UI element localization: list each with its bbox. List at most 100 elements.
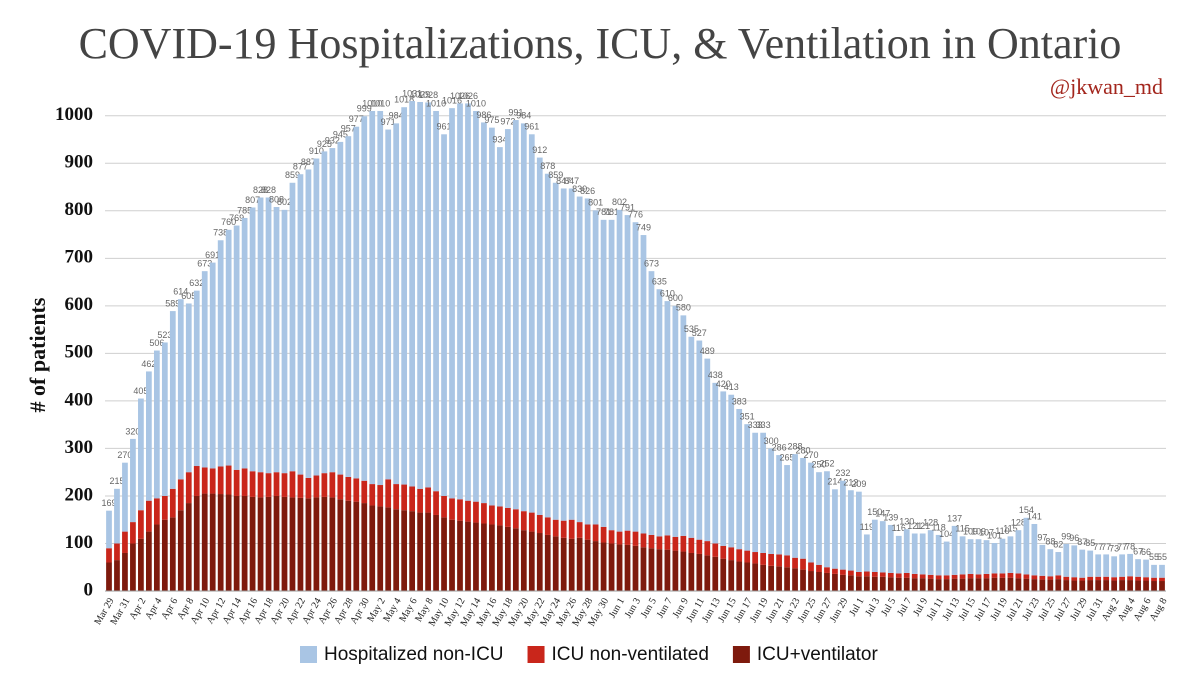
bar-segment bbox=[640, 533, 647, 548]
bar-segment bbox=[1023, 578, 1030, 591]
value-label: 104 bbox=[939, 529, 954, 539]
value-label: 73 bbox=[1109, 544, 1119, 554]
x-tick-label: Jul 5 bbox=[879, 596, 898, 618]
bar-segment bbox=[927, 578, 934, 591]
value-label: 614 bbox=[173, 287, 188, 297]
bar-segment bbox=[473, 111, 479, 502]
bar-segment bbox=[369, 111, 376, 485]
bar-segment bbox=[959, 574, 966, 579]
bar-segment bbox=[1135, 580, 1141, 591]
bar-segment bbox=[935, 579, 942, 591]
value-label: 270 bbox=[803, 450, 818, 460]
bar-segment bbox=[640, 547, 647, 591]
bar-segment bbox=[696, 553, 703, 591]
bar-segment bbox=[552, 519, 559, 537]
bar-segment bbox=[951, 525, 958, 575]
bar-segment bbox=[624, 530, 631, 545]
bar-segment bbox=[122, 531, 128, 553]
bar-segment bbox=[528, 531, 535, 591]
bar-segment bbox=[824, 471, 830, 568]
bar-segment bbox=[1007, 572, 1014, 578]
bar-segment bbox=[217, 466, 224, 495]
value-label: 169 bbox=[101, 498, 116, 508]
value-label: 847 bbox=[556, 176, 571, 186]
bar-segment bbox=[792, 557, 798, 569]
bar-segment bbox=[185, 503, 192, 591]
value-label: 977 bbox=[349, 114, 364, 124]
bar-segment bbox=[832, 573, 838, 591]
bar-segment bbox=[138, 510, 144, 539]
bar-segment bbox=[903, 572, 910, 578]
value-label: 270 bbox=[117, 450, 132, 460]
value-label: 1010 bbox=[362, 98, 382, 108]
bar-segment bbox=[848, 575, 854, 591]
bar-segment bbox=[1063, 580, 1070, 591]
value-label: 691 bbox=[205, 250, 220, 260]
bar-segment bbox=[265, 473, 272, 497]
bar-segment bbox=[840, 574, 846, 591]
bar-segment bbox=[568, 188, 575, 520]
bar-segment bbox=[736, 549, 743, 562]
bar-segment bbox=[600, 542, 607, 591]
bar-segment bbox=[1103, 554, 1110, 577]
value-label: 77 bbox=[1117, 542, 1127, 552]
bar-segment bbox=[138, 398, 144, 511]
value-label: 912 bbox=[532, 145, 547, 155]
bar-segment bbox=[879, 576, 886, 591]
value-label: 99 bbox=[1061, 531, 1071, 541]
bar-segment bbox=[592, 210, 599, 525]
bar-segment bbox=[911, 533, 918, 574]
bar-segment bbox=[720, 558, 727, 591]
bar-segment bbox=[911, 578, 918, 591]
bar-segment bbox=[784, 465, 790, 556]
bar-segment bbox=[520, 530, 527, 591]
bar-segment bbox=[712, 556, 719, 591]
bar-segment bbox=[1063, 576, 1070, 581]
bar-segment bbox=[520, 123, 527, 512]
bar-segment bbox=[704, 555, 711, 591]
value-label: 535 bbox=[684, 324, 699, 334]
x-tick-label: Jun 1 bbox=[607, 596, 627, 620]
bar-segment bbox=[1071, 577, 1078, 581]
value-label: 610 bbox=[660, 288, 675, 298]
bar-segment bbox=[1063, 543, 1070, 577]
bar-segment bbox=[201, 493, 208, 591]
value-label: 887 bbox=[301, 157, 316, 167]
bar-segment bbox=[1127, 576, 1133, 581]
value-label: 975 bbox=[484, 115, 499, 125]
bar-segment bbox=[130, 522, 136, 544]
bar-segment bbox=[273, 207, 280, 473]
bar-segment bbox=[760, 564, 767, 591]
bar-segment bbox=[313, 158, 320, 476]
bar-segment bbox=[999, 538, 1006, 574]
bar-segment bbox=[169, 311, 176, 489]
bar-segment bbox=[736, 561, 743, 591]
value-label: 961 bbox=[524, 122, 539, 132]
value-label: 781 bbox=[596, 207, 611, 217]
bar-segment bbox=[385, 479, 392, 508]
bar-segment bbox=[879, 572, 886, 577]
bar-segment bbox=[967, 539, 974, 574]
value-label: 878 bbox=[540, 161, 555, 171]
bar-segment bbox=[1015, 578, 1022, 591]
bar-segment bbox=[1103, 580, 1110, 591]
bar-segment bbox=[449, 108, 455, 499]
bar-segment bbox=[1087, 550, 1094, 577]
bar-segment bbox=[640, 235, 647, 534]
bar-segment bbox=[489, 505, 495, 525]
bar-segment bbox=[624, 215, 631, 531]
value-label: 130 bbox=[899, 517, 914, 527]
bar-segment bbox=[616, 531, 623, 545]
bar-segment bbox=[967, 578, 974, 591]
bar-segment bbox=[752, 432, 759, 553]
value-label: 932 bbox=[325, 135, 340, 145]
bar-segment bbox=[792, 568, 798, 591]
value-label: 580 bbox=[676, 303, 691, 313]
y-tick-label: 700 bbox=[65, 247, 94, 268]
bar-segment bbox=[353, 126, 360, 479]
value-label: 137 bbox=[947, 513, 962, 523]
bar-segment bbox=[169, 517, 176, 591]
bar-segment bbox=[544, 517, 551, 535]
bar-segment bbox=[863, 534, 870, 572]
bar-segment bbox=[704, 358, 711, 542]
